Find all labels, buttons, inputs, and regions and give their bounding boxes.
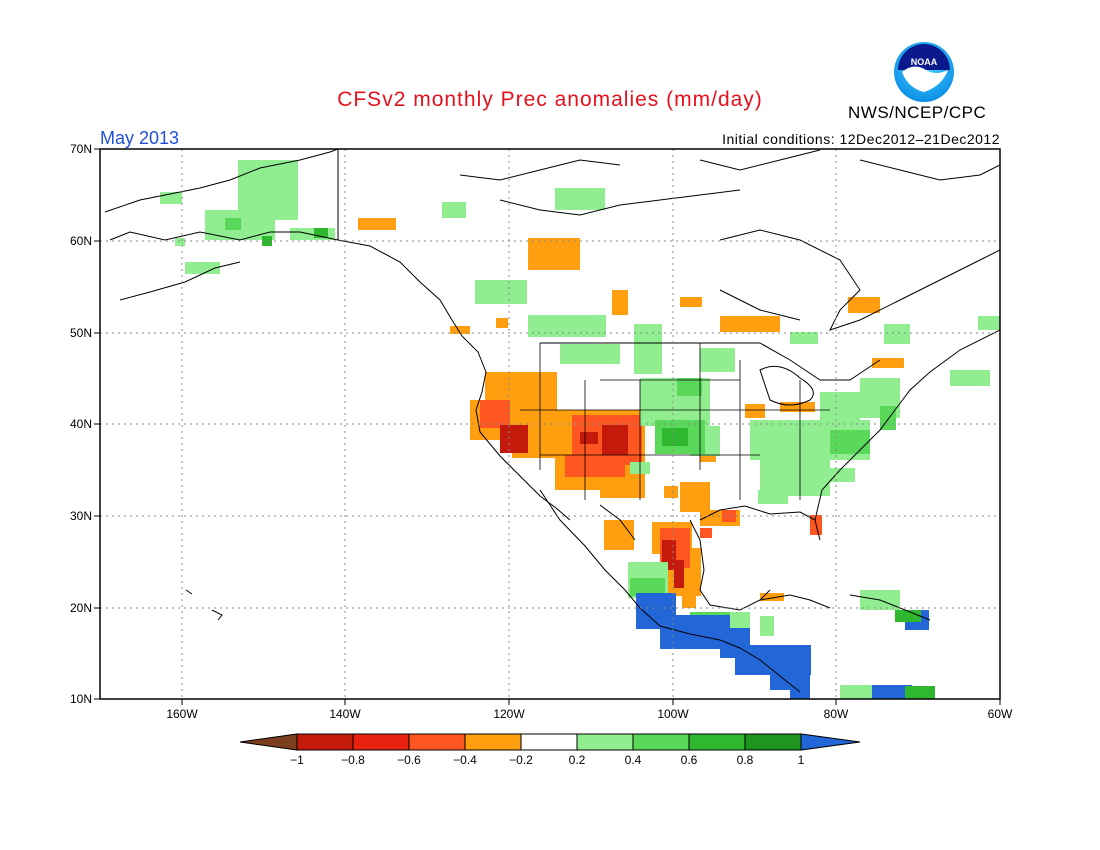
colorbar-bin-1 [296, 733, 354, 751]
noaa-logo-icon: NOAA [894, 42, 954, 102]
agency-label: NWS/NCEP/CPC [848, 103, 987, 122]
state-borders [520, 343, 830, 500]
colorbar-bin-4 [464, 733, 522, 751]
lat-label-10n: 10N [70, 692, 92, 706]
colorbar-label: −0.6 [397, 753, 421, 767]
forecast-month: May 2013 [100, 128, 180, 148]
lat-label-20n: 20N [70, 601, 92, 615]
lon-label-60w: 60W [988, 707, 1013, 721]
colorbar-bin-3 [408, 733, 466, 751]
axis-ticks [94, 148, 1001, 705]
colorbar-label: 0.2 [569, 753, 586, 767]
lat-label-50n: 50N [70, 326, 92, 340]
colorbar-label: 0.6 [681, 753, 698, 767]
gridlines [100, 149, 1000, 699]
colorbar-label: 0.4 [625, 753, 642, 767]
longitude-labels: 160W 140W 120W 100W 80W 60W [166, 707, 1013, 721]
lon-label-100w: 100W [657, 707, 689, 721]
lon-label-120w: 120W [493, 707, 525, 721]
colorbar-high-arrow [800, 733, 861, 751]
colorbar-labels: −1 −0.8 −0.6 −0.4 −0.2 0.2 0.4 0.6 0.8 1 [290, 753, 805, 767]
map-title: CFSv2 monthly Prec anomalies (mm/day) [337, 88, 763, 111]
colorbar-label: −0.4 [453, 753, 477, 767]
lat-label-70n: 70N [70, 142, 92, 156]
colorbar-label: −0.8 [341, 753, 365, 767]
initial-conditions: Initial conditions: 12Dec2012–21Dec2012 [722, 131, 1000, 147]
colorbar-bin-9 [744, 733, 802, 751]
lat-label-40n: 40N [70, 417, 92, 431]
colorbar-bin-7 [632, 733, 690, 751]
colorbar-label: 0.8 [737, 753, 754, 767]
colorbar-label: 1 [798, 753, 805, 767]
anomaly-field [160, 160, 1000, 699]
lon-label-80w: 80W [824, 707, 849, 721]
noaa-logo-text: NOAA [911, 57, 938, 67]
lat-label-30n: 30N [70, 509, 92, 523]
colorbar-bin-2 [352, 733, 410, 751]
lat-label-60n: 60N [70, 234, 92, 248]
coastlines [104, 149, 1000, 693]
lon-label-160w: 160W [166, 707, 198, 721]
colorbar-bin-5 [520, 733, 578, 751]
lon-label-140w: 140W [329, 707, 361, 721]
colorbar-bin-8 [688, 733, 746, 751]
colorbar-low-arrow [239, 733, 298, 751]
colorbar-label: −0.2 [509, 753, 533, 767]
colorbar-label: −1 [290, 753, 304, 767]
latitude-labels: 70N 60N 50N 40N 30N 20N 10N [70, 142, 92, 706]
colorbar-bin-6 [576, 733, 634, 751]
colorbar [239, 733, 861, 751]
